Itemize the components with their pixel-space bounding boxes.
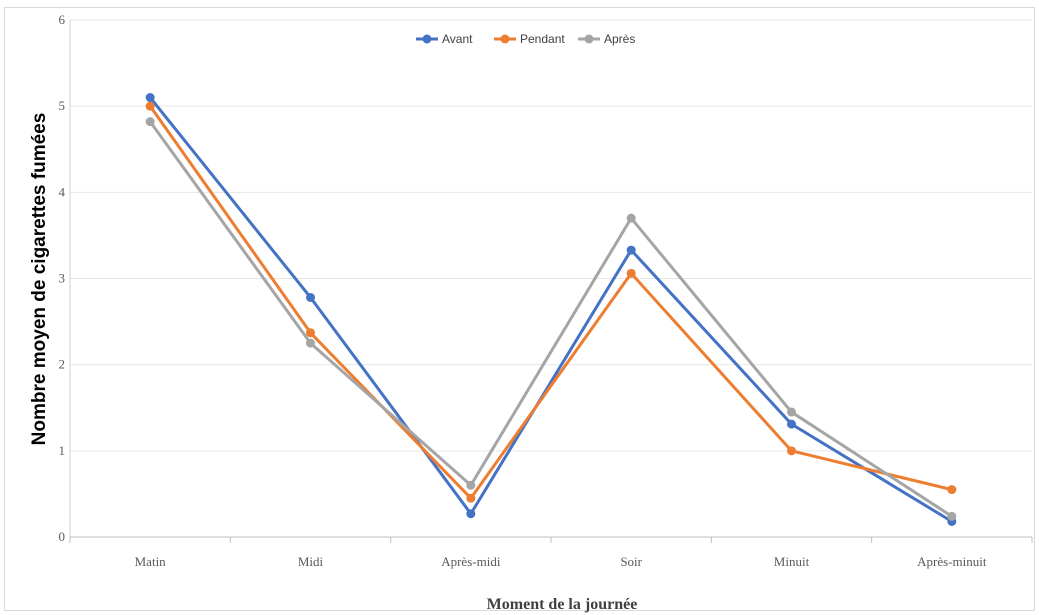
data-point [626, 245, 636, 255]
legend-item: Après [578, 32, 635, 46]
y-tick-label: 2 [59, 357, 66, 372]
series-line [148, 96, 954, 523]
chart-border [4, 7, 1035, 611]
legend-swatch-marker [584, 34, 594, 44]
x-tick-label: Après-midi [441, 554, 501, 569]
series-1 [145, 101, 957, 503]
data-point [626, 213, 636, 223]
data-point [947, 511, 957, 521]
legend-label: Pendant [520, 32, 565, 46]
data-point [787, 407, 796, 417]
data-point [306, 328, 315, 338]
legend-swatch-marker [500, 34, 510, 44]
series-0 [145, 93, 957, 526]
y-tick-label: 0 [59, 529, 66, 544]
legend-swatch-marker [422, 34, 432, 44]
y-tick-label: 3 [59, 271, 66, 286]
legend-label: Après [604, 32, 635, 46]
gridlines [70, 19, 1032, 452]
data-point [466, 480, 476, 490]
data-point [787, 419, 796, 429]
y-tick-label: 1 [59, 443, 66, 458]
series-group [145, 93, 957, 526]
x-tick-label: Soir [620, 554, 642, 569]
data-point [787, 446, 796, 456]
axes: 0 1 2 3 4 5 6 Matin Midi Après-midi Soir Minuit Aprè… [59, 12, 1033, 569]
x-axis-title: Moment de la journée [487, 596, 638, 613]
legend-item: Avant [416, 32, 473, 46]
data-point [466, 509, 476, 519]
series-2 [145, 117, 957, 521]
data-point [145, 117, 155, 127]
series-line [148, 104, 954, 500]
data-point [145, 101, 155, 111]
legend: Avant Pendant Après [416, 32, 635, 46]
data-point [306, 292, 315, 302]
data-point [947, 485, 957, 495]
y-axis-title: Nombre moyen de cigarettes fumées [29, 113, 50, 446]
x-tick-label: Après-minuit [917, 554, 987, 569]
x-tick-label: Minuit [774, 554, 810, 569]
legend-label: Avant [442, 32, 473, 46]
x-tick-label: Matin [135, 554, 167, 569]
y-tick-label: 6 [59, 12, 66, 27]
legend-item: Pendant [494, 32, 565, 46]
data-point [466, 493, 476, 503]
y-tick-label: 4 [59, 184, 66, 199]
y-tick-label: 5 [59, 98, 66, 113]
data-point [306, 338, 315, 348]
x-tick-label: Midi [298, 554, 324, 569]
data-point [145, 93, 155, 103]
data-point [626, 268, 636, 278]
series-line [148, 120, 954, 518]
